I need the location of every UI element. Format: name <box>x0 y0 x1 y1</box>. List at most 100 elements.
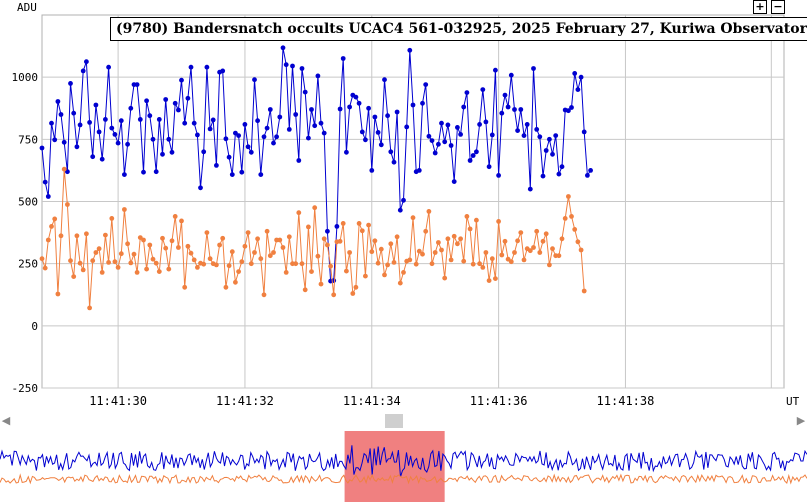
series-1-point <box>566 108 571 114</box>
series-1-point <box>306 135 311 141</box>
y-tick-label: -250 <box>12 382 39 395</box>
series-1-point <box>534 126 540 132</box>
series-2-point <box>169 238 175 244</box>
series-1-point <box>442 139 448 145</box>
series-1-point <box>439 120 444 126</box>
series-1-point <box>252 77 257 83</box>
series-1-point <box>71 110 77 116</box>
scrollbar-thumb[interactable] <box>385 414 403 428</box>
series-1-point <box>210 117 216 123</box>
series-1-point <box>236 133 242 139</box>
series-1-point <box>144 98 150 104</box>
series-2-point <box>496 219 501 224</box>
series-2-point <box>261 292 267 298</box>
series-2-point <box>96 246 102 252</box>
series-2-point <box>350 291 356 296</box>
series-2-point <box>328 263 333 269</box>
series-1-point <box>366 105 371 111</box>
series-2-point <box>252 250 257 255</box>
series-2-point <box>388 241 394 247</box>
series-2-point <box>58 233 64 239</box>
series-1-point <box>337 106 343 112</box>
scroll-left-arrow-icon[interactable]: ◀ <box>1 414 11 427</box>
series-1-point <box>185 95 191 101</box>
series-2-point <box>99 270 105 275</box>
series-2-point <box>296 210 302 216</box>
series-1-point <box>283 62 289 68</box>
series-1-point <box>445 122 451 128</box>
series-2-point <box>134 270 140 275</box>
series-1-point <box>540 173 546 179</box>
series-1-point <box>84 59 89 65</box>
series-2-point <box>569 214 574 219</box>
series-2-point <box>518 230 524 236</box>
series-1-point <box>448 143 454 148</box>
series-2-point <box>455 241 460 247</box>
zoom-out-button[interactable]: − <box>771 0 785 14</box>
series-1-point <box>363 137 368 143</box>
series-1-point <box>258 172 264 178</box>
series-2-point <box>429 261 435 267</box>
series-2-point <box>369 249 375 255</box>
series-1-point <box>480 87 486 92</box>
series-1-point <box>74 144 80 150</box>
series-2-point <box>499 252 505 258</box>
series-1-point <box>61 139 67 145</box>
series-1-point <box>394 109 400 115</box>
scroll-right-arrow-icon[interactable]: ▶ <box>796 414 806 427</box>
series-1-point <box>508 72 514 78</box>
series-1-point <box>375 130 381 135</box>
series-2-point <box>394 234 400 240</box>
series-1-point <box>280 45 286 51</box>
series-2-point <box>122 207 127 212</box>
series-2-point <box>77 260 83 266</box>
series-2-point <box>363 273 368 279</box>
series-2-point <box>480 265 486 270</box>
series-2-point <box>359 228 365 234</box>
series-1-point <box>239 169 245 175</box>
overview-series-2-line <box>0 473 807 485</box>
zoom-in-button[interactable]: + <box>753 0 767 14</box>
series-1-point <box>118 118 124 124</box>
series-1-point <box>518 107 524 112</box>
series-1-point <box>486 164 492 170</box>
series-2-point <box>242 243 248 249</box>
series-1-point <box>344 149 349 155</box>
series-2-point <box>556 253 562 259</box>
series-2-point <box>543 231 549 237</box>
series-1-point <box>106 64 111 70</box>
series-1-point <box>499 110 505 116</box>
series-1-point <box>347 104 352 110</box>
series-1-point <box>153 169 159 175</box>
series-1-point <box>325 228 330 234</box>
series-1-line <box>41 47 592 282</box>
series-2-point <box>258 256 264 262</box>
series-1-point <box>302 89 308 95</box>
series-1-point <box>245 144 251 150</box>
overview-selection-window[interactable] <box>344 431 445 502</box>
horizontal-scrollbar[interactable]: ◀ ▶ <box>0 413 807 429</box>
series-1-point <box>163 97 169 102</box>
series-2-point <box>464 214 470 219</box>
series-2-point <box>420 251 425 257</box>
series-2-point <box>489 256 495 262</box>
series-2-point <box>68 258 73 264</box>
series-2-point <box>255 236 260 242</box>
series-1-point <box>410 102 416 108</box>
series-2-point <box>39 256 45 262</box>
series-2-point <box>52 216 58 222</box>
series-1-point <box>277 114 283 120</box>
x-tick-label: 11:41:38 <box>597 394 655 408</box>
series-1-point <box>68 81 73 86</box>
series-1-point <box>451 179 457 185</box>
series-2-point <box>483 250 489 255</box>
series-2-point <box>391 260 397 265</box>
series-2-point <box>410 215 416 221</box>
series-2-point <box>87 305 92 311</box>
series-1-point <box>156 117 162 122</box>
series-1-point <box>404 124 410 130</box>
series-1-point <box>42 179 48 185</box>
series-2-point <box>283 270 289 275</box>
series-2-point <box>340 221 346 226</box>
series-2-point <box>385 262 390 268</box>
